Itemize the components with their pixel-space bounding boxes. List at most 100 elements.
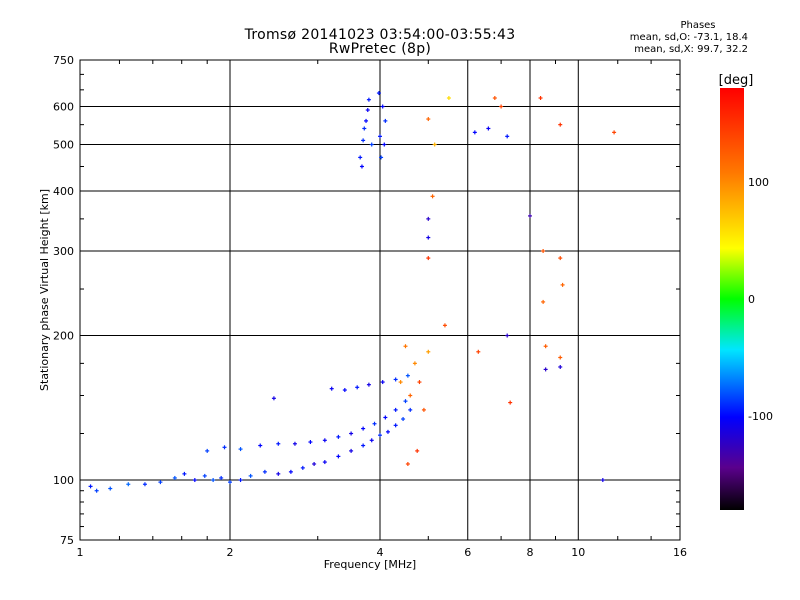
x-axis-label: Frequency [MHz] [324, 558, 416, 571]
data-point-o [600, 478, 605, 483]
chart-title: Tromsø 20141023 03:54:00-03:55:43 [244, 27, 516, 43]
data-point-x [405, 461, 410, 466]
data-point-o [258, 443, 263, 448]
data-point-o [378, 433, 382, 438]
data-point-o [383, 118, 388, 123]
phase-stats-heading: Phases [680, 20, 716, 31]
y-tick-label: 500 [53, 139, 74, 152]
data-point-o [380, 104, 385, 109]
data-point-o [342, 388, 347, 393]
data-point-x [541, 249, 546, 254]
colorbar-tick-label: -100 [748, 410, 773, 423]
data-point-o [349, 431, 354, 436]
colorbar-tick-label: 0 [748, 293, 755, 306]
plot-frame [79, 59, 681, 541]
data-point-o [126, 482, 131, 487]
data-point-x [442, 323, 447, 328]
data-point-x [543, 344, 548, 349]
y-tick-label: 200 [53, 330, 74, 343]
data-point-o [379, 155, 384, 160]
data-point-o [376, 91, 381, 96]
data-point-o [182, 471, 187, 476]
data-point-o [366, 97, 371, 102]
data-point-x [415, 448, 420, 453]
data-point-o [211, 478, 216, 483]
data-point-o [361, 443, 366, 448]
data-point-x [499, 104, 504, 109]
data-point-o [472, 130, 477, 135]
data-points [88, 91, 617, 493]
data-point-o [361, 426, 366, 431]
colorbar-tick-label: 100 [748, 176, 769, 189]
data-point-x [612, 130, 617, 135]
data-point-o [158, 480, 163, 485]
data-point-x [558, 355, 563, 360]
data-point-o [364, 118, 369, 123]
x-tick-label: 8 [527, 546, 534, 559]
data-point-o [248, 473, 253, 478]
data-point-o [192, 478, 197, 483]
phase-stats-x: mean, sd,X: 99.7, 32.2 [634, 44, 748, 55]
data-point-o [543, 367, 548, 372]
data-point-o [276, 441, 281, 446]
data-point-o [329, 386, 334, 391]
data-point-o [365, 108, 370, 113]
data-point-o [222, 445, 227, 450]
data-point-o [393, 423, 398, 428]
data-point-o [205, 448, 210, 453]
data-point-o [528, 213, 532, 218]
data-point-o [558, 364, 563, 369]
data-point-o [262, 469, 267, 474]
x-tick-label: 16 [673, 546, 687, 559]
colorbar [720, 88, 744, 510]
data-point-x [538, 96, 543, 101]
data-point-x [412, 361, 417, 366]
x-tick-label: 10 [571, 546, 585, 559]
data-point-x [560, 282, 565, 287]
colorbar-label: [deg] [719, 73, 754, 88]
x-tick-label: 2 [227, 546, 234, 559]
data-point-o [393, 377, 398, 382]
data-point-o [88, 484, 93, 489]
data-point-x [508, 400, 513, 405]
data-point-o [408, 407, 413, 412]
data-point-x [417, 380, 422, 385]
data-point-o [94, 488, 99, 493]
data-point-o [202, 473, 207, 478]
data-point-o [426, 235, 431, 240]
data-point-o [312, 461, 317, 466]
y-tick-label: 100 [53, 474, 74, 487]
data-point-o [380, 380, 385, 385]
data-point-x [432, 142, 437, 147]
data-point-o [401, 417, 406, 422]
data-point-o [349, 448, 354, 453]
data-point-o [276, 471, 281, 476]
data-point-o [288, 469, 293, 474]
data-point-o [238, 478, 243, 483]
data-point-o [308, 440, 313, 445]
data-point-o [108, 486, 113, 491]
data-point-x [421, 407, 426, 412]
y-tick-label: 400 [53, 185, 74, 198]
phase-stats-o: mean, sd,O: -73.1, 18.4 [629, 32, 748, 43]
data-point-o [228, 480, 232, 485]
x-tick-label: 4 [377, 546, 384, 559]
phase-stats: Phases mean, sd,O: -73.1, 18.4 mean, sd,… [588, 20, 748, 56]
data-point-x [492, 96, 497, 101]
data-point-o [219, 475, 224, 480]
data-point-o [393, 407, 398, 412]
data-point-x [558, 256, 563, 261]
data-point-x [398, 380, 403, 385]
data-point-o [142, 482, 147, 487]
data-point-x [541, 299, 546, 304]
data-point-x [558, 122, 563, 127]
data-point-o [505, 134, 510, 139]
data-point-o [292, 441, 297, 446]
data-point-o [300, 465, 305, 470]
x-tick-label: 6 [464, 546, 471, 559]
data-point-x [403, 344, 408, 349]
x-tick-label: 1 [77, 546, 84, 559]
data-point-o [382, 142, 387, 147]
